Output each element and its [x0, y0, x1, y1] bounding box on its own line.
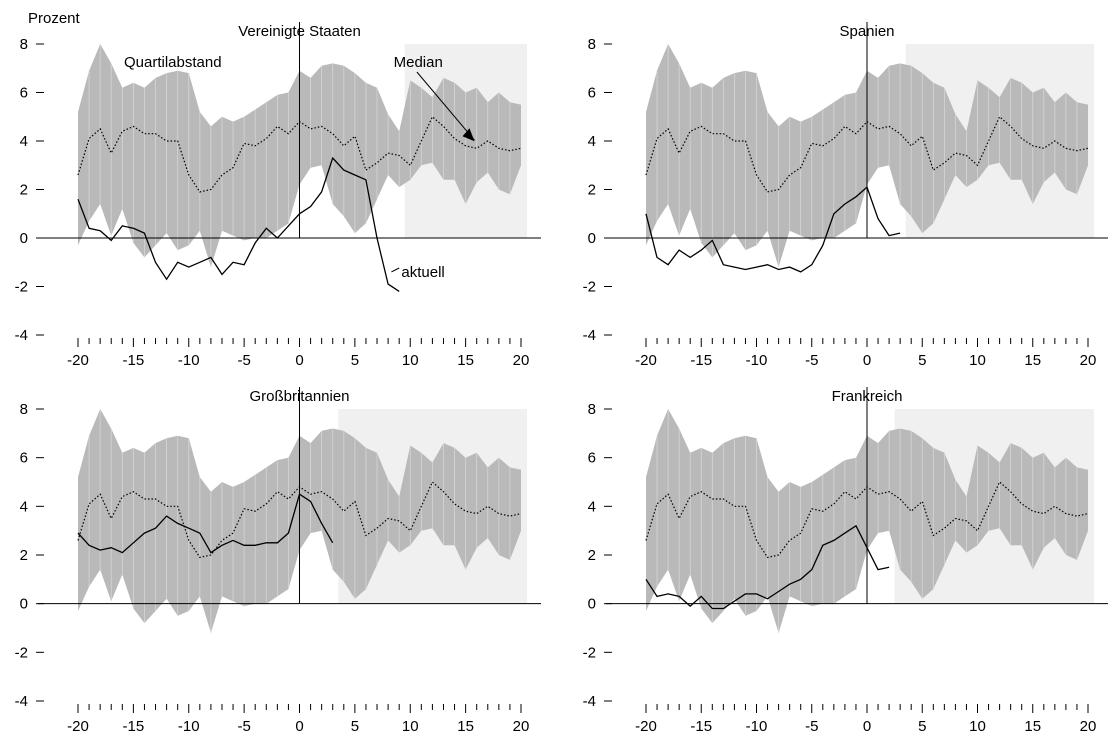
y-tick-label: 6 — [588, 450, 596, 467]
x-tick-label: -20 — [635, 352, 657, 369]
x-tick-label: 15 — [457, 352, 474, 369]
y-tick-label: 4 — [20, 133, 28, 150]
y-tick-label: 8 — [588, 36, 596, 53]
x-tick-label: 0 — [295, 718, 303, 733]
x-tick-label: -10 — [178, 718, 200, 733]
x-tick-label: -5 — [237, 718, 250, 733]
current-pointer-line — [391, 267, 400, 273]
x-tick-label: 10 — [969, 352, 986, 369]
y-tick-label: 0 — [20, 596, 28, 613]
median-line — [645, 115, 1089, 193]
x-tick-label: -15 — [123, 352, 145, 369]
y-tick-label: 6 — [588, 85, 596, 102]
y-tick-label: 8 — [20, 401, 28, 418]
x-tick-label: -15 — [690, 352, 712, 369]
x-tick-label: 15 — [1024, 718, 1041, 733]
x-tick-label: 0 — [863, 718, 871, 733]
x-tick-label: -20 — [635, 718, 657, 733]
y-tick-label: 6 — [20, 450, 28, 467]
y-tick-label: -4 — [15, 693, 28, 710]
panel-title: Vereinigte Staaten — [238, 23, 361, 40]
x-tick-label: 20 — [513, 718, 530, 733]
annotation-median: Median — [394, 54, 443, 71]
x-tick-label: 15 — [457, 718, 474, 733]
y-tick-label: -2 — [15, 279, 28, 296]
unit-label: Prozent — [28, 10, 81, 27]
x-tick-label: 0 — [863, 352, 871, 369]
median-line — [77, 481, 522, 559]
y-tick-label: 4 — [20, 498, 28, 515]
annotation-quartile: Quartilabstand — [124, 54, 222, 71]
median-line — [645, 481, 1089, 559]
y-tick-label: 8 — [588, 401, 596, 418]
y-tick-label: -4 — [15, 327, 28, 344]
x-tick-label: 5 — [351, 352, 359, 369]
panel-title: Frankreich — [832, 388, 903, 405]
x-tick-label: 20 — [513, 352, 530, 369]
y-tick-label: 2 — [588, 547, 596, 564]
median-arrow-head — [462, 128, 475, 142]
y-tick-label: -2 — [583, 279, 596, 296]
x-tick-label: -15 — [123, 718, 145, 733]
x-tick-label: 10 — [402, 718, 419, 733]
x-tick-label: -5 — [237, 352, 250, 369]
y-tick-label: 2 — [20, 182, 28, 199]
y-tick-label: -4 — [583, 327, 596, 344]
x-tick-label: -20 — [67, 352, 89, 369]
y-tick-label: 6 — [20, 85, 28, 102]
x-tick-label: 5 — [351, 718, 359, 733]
x-tick-label: -5 — [805, 718, 818, 733]
x-tick-label: -5 — [805, 352, 818, 369]
y-tick-label: 2 — [20, 547, 28, 564]
x-tick-label: 20 — [1080, 352, 1097, 369]
y-tick-label: 0 — [588, 230, 596, 247]
median-arrow-line — [416, 71, 475, 141]
x-tick-label: -10 — [178, 352, 200, 369]
x-tick-label: 0 — [295, 352, 303, 369]
y-tick-label: 8 — [20, 36, 28, 53]
x-tick-label: -15 — [690, 718, 712, 733]
x-tick-label: 5 — [918, 718, 926, 733]
current-line — [645, 524, 890, 610]
current-line — [77, 156, 400, 292]
y-tick-label: 2 — [588, 182, 596, 199]
y-tick-label: -2 — [15, 644, 28, 661]
y-tick-label: 4 — [588, 498, 596, 515]
x-tick-label: -20 — [67, 718, 89, 733]
median-line — [77, 115, 522, 193]
y-tick-label: -2 — [583, 644, 596, 661]
x-tick-label: -10 — [746, 352, 768, 369]
panel-title: Spanien — [839, 23, 894, 40]
x-tick-label: 5 — [918, 352, 926, 369]
x-tick-label: 15 — [1024, 352, 1041, 369]
y-tick-label: -4 — [583, 693, 596, 710]
current-line — [77, 493, 334, 554]
x-tick-label: 10 — [969, 718, 986, 733]
x-tick-label: 20 — [1080, 718, 1097, 733]
current-line — [645, 185, 901, 273]
x-tick-label: 10 — [402, 352, 419, 369]
x-tick-label: -10 — [746, 718, 768, 733]
y-tick-label: 0 — [588, 596, 596, 613]
y-tick-label: 0 — [20, 230, 28, 247]
annotation-current: aktuell — [401, 264, 444, 281]
y-tick-label: 4 — [588, 133, 596, 150]
panel-title: Großbritannien — [249, 388, 349, 405]
